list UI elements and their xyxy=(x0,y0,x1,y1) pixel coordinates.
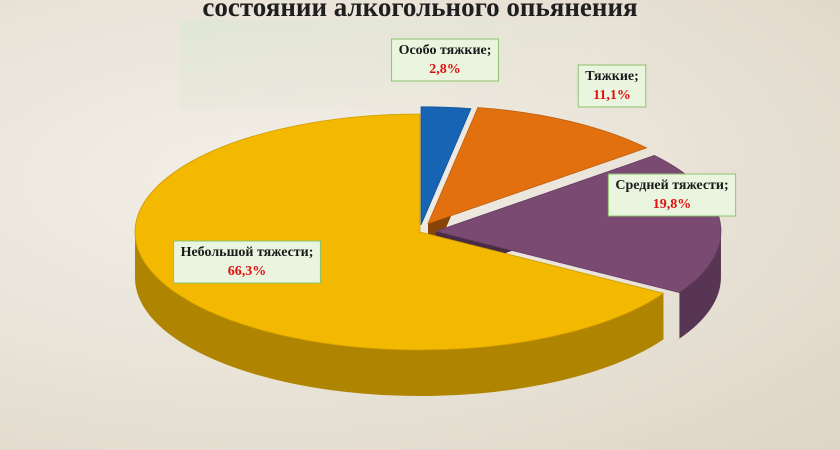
label-category: Особо тяжкие; xyxy=(399,43,492,58)
label-value: 66,3% xyxy=(228,264,267,279)
label-box xyxy=(391,38,499,82)
data-label: Тяжкие; 11,1% xyxy=(577,64,647,108)
label-value: 2,8% xyxy=(429,62,461,77)
label-category: Небольшой тяжести; xyxy=(181,245,314,260)
label-value: 19,8% xyxy=(653,197,692,212)
slice-side xyxy=(679,231,721,339)
slice xyxy=(427,107,648,225)
data-label: Особо тяжкие; 2,8% xyxy=(391,38,499,82)
slice xyxy=(134,113,665,351)
label-box xyxy=(607,173,737,217)
data-label: Средней тяжести; 19,8% xyxy=(607,173,737,217)
label-box xyxy=(173,240,321,284)
slice xyxy=(420,106,472,225)
label-box xyxy=(577,64,647,108)
label-value: 11,1% xyxy=(593,88,631,103)
data-label: Небольшой тяжести; 66,3% xyxy=(173,240,321,284)
chart-title: состоянии алкогольного опьянения xyxy=(202,0,637,22)
slice-side xyxy=(135,232,664,396)
label-category: Средней тяжести; xyxy=(615,178,728,193)
label-category: Тяжкие; xyxy=(585,69,639,84)
